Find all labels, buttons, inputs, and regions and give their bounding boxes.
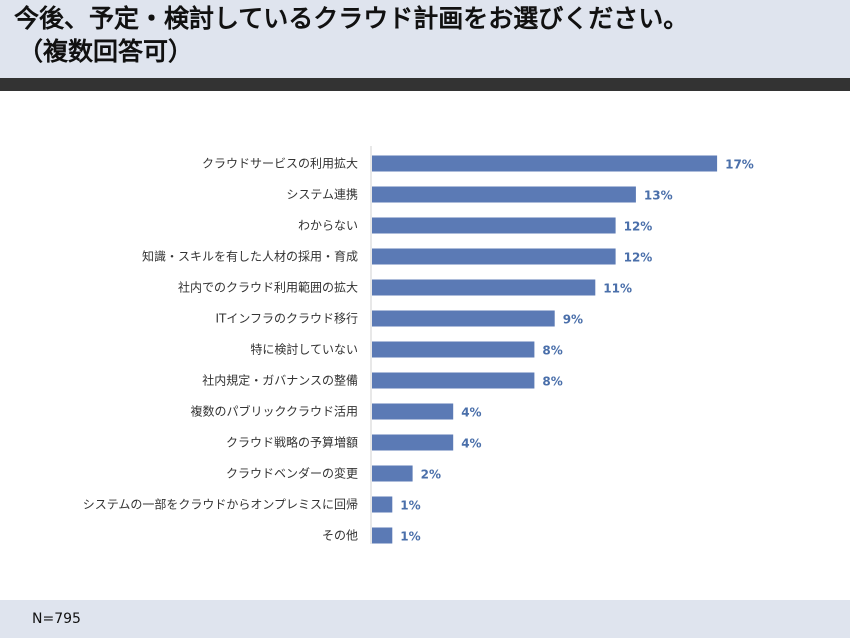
value-label: 4% bbox=[461, 406, 481, 420]
category-label: システムの一部をクラウドからオンプレミスに回帰 bbox=[83, 497, 358, 512]
header-divider-band bbox=[0, 78, 850, 91]
bar bbox=[372, 310, 555, 327]
bar bbox=[372, 372, 535, 389]
title-banner: 今後、予定・検討しているクラウド計画をお選びください。 （複数回答可） bbox=[0, 0, 850, 78]
value-label: 13% bbox=[644, 189, 673, 203]
bar bbox=[372, 527, 393, 544]
bar bbox=[372, 403, 454, 420]
category-label: クラウドサービスの利用拡大 bbox=[202, 157, 358, 171]
category-label: クラウドベンダーの変更 bbox=[226, 466, 358, 481]
bar-chart: クラウドサービスの利用拡大 17% システム連携 13% わからない 12% 知識・スキルを… bbox=[83, 146, 754, 544]
title-line-2: （複数回答可） bbox=[18, 37, 194, 66]
bar bbox=[372, 248, 616, 265]
category-label: クラウド戦略の予算増額 bbox=[226, 435, 358, 450]
category-label: わからない bbox=[298, 219, 358, 233]
bar bbox=[372, 434, 454, 451]
category-label: ITインフラのクラウド移行 bbox=[215, 312, 358, 326]
category-label: システム連携 bbox=[286, 187, 358, 202]
value-label: 12% bbox=[624, 220, 653, 234]
value-label: 12% bbox=[624, 251, 653, 265]
bar bbox=[372, 341, 535, 358]
category-label: 社内でのクラウド利用範囲の拡大 bbox=[178, 280, 358, 295]
bar bbox=[372, 465, 413, 482]
value-label: 11% bbox=[603, 282, 632, 296]
sample-size-note: N=795 bbox=[32, 611, 81, 627]
value-label: 1% bbox=[400, 499, 420, 513]
bar bbox=[372, 217, 616, 234]
category-label: 知識・スキルを有した人材の採用・育成 bbox=[142, 249, 358, 264]
bar bbox=[372, 496, 393, 513]
title-line-1: 今後、予定・検討しているクラウド計画をお選びください。 bbox=[14, 4, 689, 33]
category-label: 社内規定・ガバナンスの整備 bbox=[202, 373, 358, 388]
page-title: 今後、予定・検討しているクラウド計画をお選びください。 （複数回答可） bbox=[14, 2, 844, 68]
footer-bar: N=795 bbox=[0, 600, 850, 638]
bar bbox=[372, 155, 718, 172]
value-label: 4% bbox=[461, 437, 481, 451]
value-label: 9% bbox=[563, 313, 583, 327]
bar bbox=[372, 186, 636, 203]
bar bbox=[372, 279, 596, 296]
value-label: 2% bbox=[421, 468, 441, 482]
value-label: 8% bbox=[542, 375, 562, 389]
category-label: 特に検討していない bbox=[250, 342, 358, 357]
value-label: 8% bbox=[542, 344, 562, 358]
category-label: その他 bbox=[322, 529, 358, 543]
value-label: 17% bbox=[725, 158, 754, 172]
value-label: 1% bbox=[400, 530, 420, 544]
category-label: 複数のパブリッククラウド活用 bbox=[190, 404, 358, 419]
